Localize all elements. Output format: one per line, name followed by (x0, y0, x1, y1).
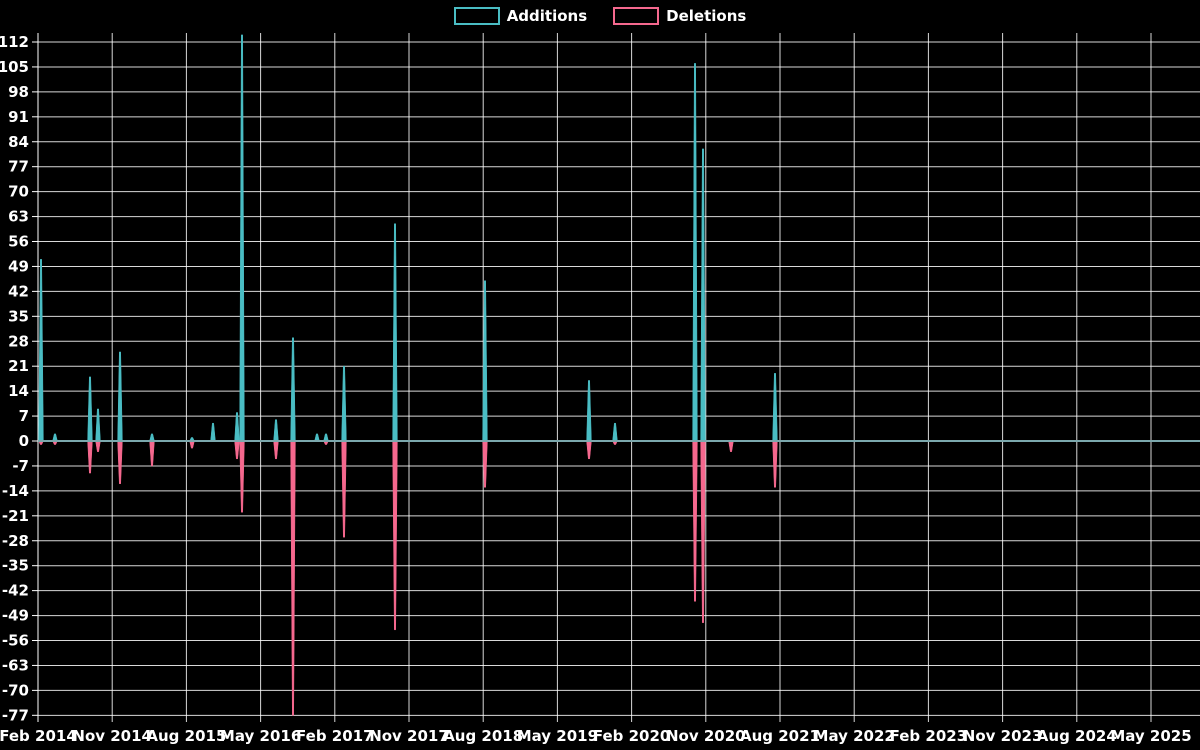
deletions-spike (87, 440, 93, 474)
y-tick-label: 21 (8, 357, 29, 375)
additions-spike (700, 148, 706, 442)
x-tick-label: May 2025 (1110, 727, 1191, 745)
y-tick-label: 91 (8, 108, 29, 126)
deletions-spike (772, 440, 778, 488)
additions-spike (234, 412, 240, 442)
deletions-spike (149, 440, 155, 467)
deletions-spike (728, 440, 734, 452)
x-tick-label: Feb 2014 (0, 727, 77, 745)
additions-spike (210, 422, 216, 442)
y-tick-label: 84 (8, 133, 29, 151)
additions-spike (323, 433, 329, 442)
y-tick-label: 35 (8, 307, 29, 325)
additions-spike (692, 63, 698, 442)
additions-spike (290, 337, 296, 442)
additions-spike (772, 373, 778, 442)
additions-spike (95, 408, 101, 442)
y-tick-label: -70 (2, 681, 29, 699)
deletions-spike (189, 440, 195, 449)
y-tick-label: 70 (8, 183, 29, 201)
legend-item-additions[interactable]: Additions (453, 7, 588, 25)
additions-spike (612, 422, 618, 442)
deletions-spike (692, 440, 698, 602)
y-tick-label: 14 (8, 382, 29, 400)
y-tick-label: -14 (2, 482, 29, 500)
x-tick-label: May 2022 (814, 727, 895, 745)
y-tick-label: -63 (2, 656, 29, 674)
deletions-spike (700, 440, 706, 623)
deletions-swatch-icon (613, 7, 660, 25)
y-tick-label: 7 (19, 407, 29, 425)
y-tick-label: -56 (2, 632, 29, 650)
x-tick-label: Nov 2023 (963, 727, 1043, 745)
additions-spike (38, 259, 44, 442)
deletions-spike (95, 440, 101, 452)
y-tick-label: 0 (19, 432, 29, 450)
x-tick-label: Feb 2023 (890, 727, 968, 745)
additions-spike (52, 433, 58, 442)
x-tick-label: Aug 2018 (443, 727, 523, 745)
y-tick-label: 112 (0, 33, 29, 51)
legend-deletions-label: Deletions (666, 7, 747, 25)
y-tick-label: -28 (2, 532, 29, 550)
x-tick-label: Nov 2020 (666, 727, 746, 745)
y-tick-label: 105 (0, 58, 29, 76)
additions-spike (392, 223, 398, 442)
y-tick-label: -35 (2, 557, 29, 575)
x-tick-label: Feb 2017 (296, 727, 374, 745)
additions-spike (87, 376, 93, 442)
additions-spike (314, 433, 320, 442)
y-tick-label: 63 (8, 208, 29, 226)
additions-spike (239, 34, 245, 442)
x-tick-label: Nov 2017 (369, 727, 449, 745)
x-tick-label: Aug 2024 (1037, 727, 1117, 745)
x-tick-label: May 2019 (517, 727, 598, 745)
y-tick-label: 98 (8, 83, 29, 101)
chart-legend: Additions Deletions (0, 7, 1200, 25)
deletions-spike (290, 440, 296, 716)
deletions-spike (392, 440, 398, 631)
y-tick-label: -42 (2, 582, 29, 600)
legend-additions-label: Additions (506, 7, 588, 25)
y-tick-label: 56 (8, 233, 29, 251)
y-tick-label: -21 (2, 507, 29, 525)
x-tick-label: Nov 2014 (72, 727, 152, 745)
additions-spike (117, 351, 123, 442)
y-tick-label: -7 (12, 457, 29, 475)
additions-spike (586, 380, 592, 442)
y-tick-label: -49 (2, 607, 29, 625)
deletions-spike (234, 440, 240, 460)
x-tick-label: Aug 2021 (740, 727, 820, 745)
y-tick-label: 49 (8, 257, 29, 275)
deletions-spike (273, 440, 279, 460)
additions-spike (273, 419, 279, 442)
deletions-spike (341, 440, 347, 538)
deletions-spike (239, 440, 245, 513)
additions-swatch-icon (453, 7, 500, 25)
deletions-spike (117, 440, 123, 484)
y-tick-label: -77 (2, 706, 29, 724)
x-tick-label: Feb 2020 (593, 727, 671, 745)
legend-item-deletions[interactable]: Deletions (613, 7, 746, 25)
deletions-spike (586, 440, 592, 460)
x-tick-label: May 2016 (220, 727, 301, 745)
additions-spike (149, 433, 155, 442)
y-tick-label: 77 (8, 158, 29, 176)
x-tick-label: Aug 2015 (146, 727, 226, 745)
y-tick-label: 28 (8, 332, 29, 350)
y-tick-label: 42 (8, 282, 29, 300)
additions-spike (341, 365, 347, 442)
